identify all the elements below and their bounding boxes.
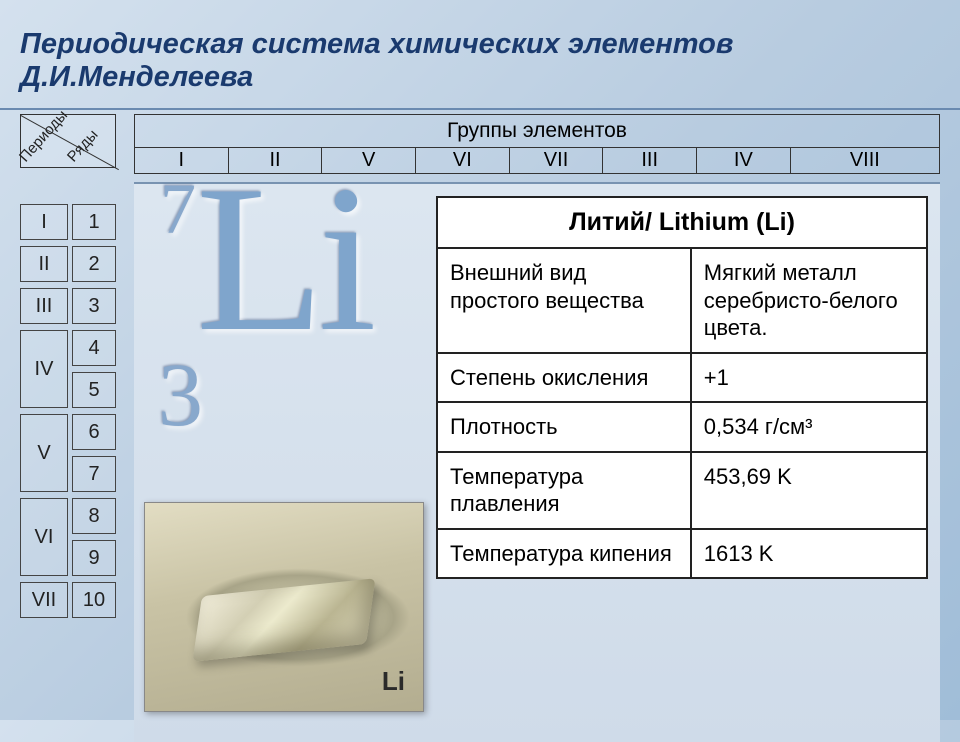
prop-key: Плотность bbox=[438, 403, 692, 451]
table-row: Степень окисления +1 bbox=[438, 354, 926, 404]
rows-column: 1 2 3 4 5 6 7 8 9 10 bbox=[72, 204, 116, 624]
row-cell: 4 bbox=[72, 330, 116, 366]
period-cell: VI bbox=[20, 498, 68, 576]
group-cell: VIII bbox=[791, 148, 939, 173]
table-row: Внешний вид простого вещества Мягкий мет… bbox=[438, 249, 926, 354]
page-title: Периодическая система химических элемент… bbox=[0, 0, 960, 110]
prop-val: +1 bbox=[692, 354, 926, 402]
content-area: Периоды Ряды I II III IV V VI VII 1 2 3 … bbox=[0, 110, 960, 126]
element-symbol-block: 7 Li 3 bbox=[154, 148, 329, 358]
row-cell: 7 bbox=[72, 456, 116, 492]
element-symbol: Li bbox=[196, 154, 371, 364]
row-cell: 10 bbox=[72, 582, 116, 618]
prop-val: 453,69 K bbox=[692, 453, 926, 528]
group-cell: VII bbox=[510, 148, 604, 173]
group-cell: IV bbox=[697, 148, 791, 173]
prop-key: Температура плавления bbox=[438, 453, 692, 528]
row-cell: 6 bbox=[72, 414, 116, 450]
table-row: Температура плавления 453,69 K bbox=[438, 453, 926, 530]
table-row: Плотность 0,534 г/см³ bbox=[438, 403, 926, 453]
row-cell: 1 bbox=[72, 204, 116, 240]
period-cell: V bbox=[20, 414, 68, 492]
row-cell: 9 bbox=[72, 540, 116, 576]
row-cell: 5 bbox=[72, 372, 116, 408]
period-cell: II bbox=[20, 246, 68, 282]
prop-val: 1613 K bbox=[692, 530, 926, 578]
prop-val: Мягкий металл серебристо-белого цвета. bbox=[692, 249, 926, 352]
info-header: Литий/ Lithium (Li) bbox=[438, 198, 926, 249]
prop-key: Степень окисления bbox=[438, 354, 692, 402]
info-table: Литий/ Lithium (Li) Внешний вид простого… bbox=[436, 196, 928, 579]
prop-key: Температура кипения bbox=[438, 530, 692, 578]
period-cell: VII bbox=[20, 582, 68, 618]
period-cell: I bbox=[20, 204, 68, 240]
main-panel: 7 Li 3 Li Литий/ Lithium (Li) Внешний ви… bbox=[134, 182, 940, 742]
table-row: Температура кипения 1613 K bbox=[438, 530, 926, 578]
period-cell: III bbox=[20, 288, 68, 324]
prop-key: Внешний вид простого вещества bbox=[438, 249, 692, 352]
group-cell: III bbox=[603, 148, 697, 173]
row-cell: 2 bbox=[72, 246, 116, 282]
prop-val: 0,534 г/см³ bbox=[692, 403, 926, 451]
element-photo: Li bbox=[144, 502, 424, 712]
row-cell: 8 bbox=[72, 498, 116, 534]
mass-number: 7 bbox=[160, 168, 196, 251]
atomic-number: 3 bbox=[158, 344, 203, 447]
periods-column: I II III IV V VI VII bbox=[20, 204, 68, 624]
group-cell: VI bbox=[416, 148, 510, 173]
row-cell: 3 bbox=[72, 288, 116, 324]
photo-label: Li bbox=[382, 666, 405, 697]
period-cell: IV bbox=[20, 330, 68, 408]
